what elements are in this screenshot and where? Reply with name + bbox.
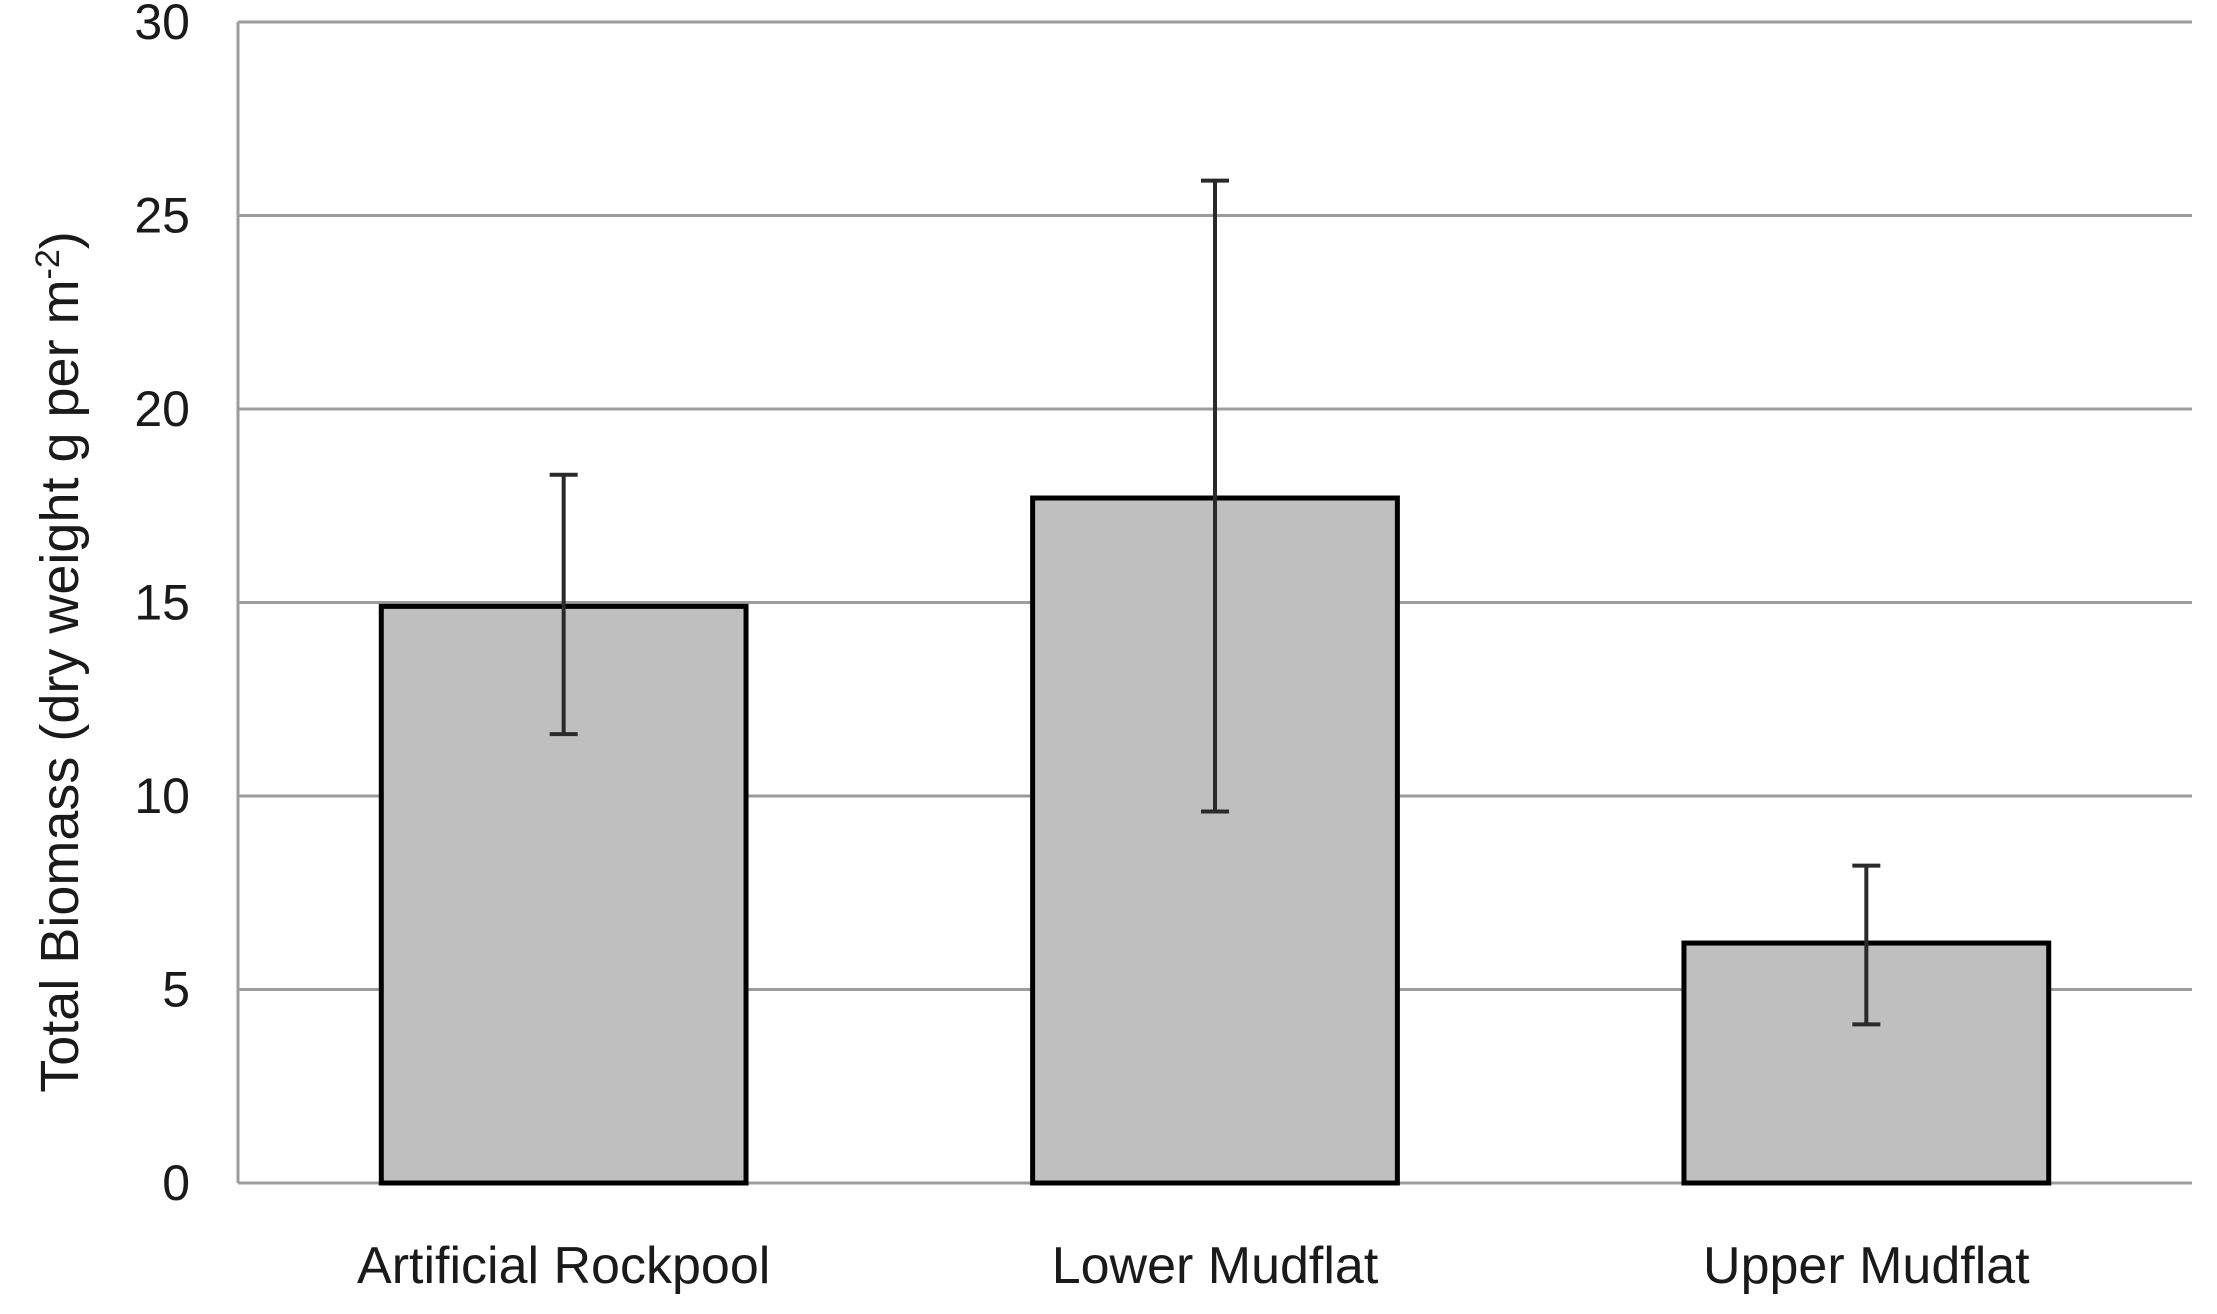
y-tick-label-10: 10 <box>134 768 190 824</box>
x-category-label-2: Upper Mudflat <box>1703 1237 2030 1295</box>
y-axis-title-superscript: -2 <box>29 249 67 279</box>
y-axis-title-main: Total Biomass (dry weight g per m <box>30 279 90 1092</box>
x-category-label-0: Artificial Rockpool <box>357 1237 770 1295</box>
y-tick-label-0: 0 <box>162 1155 190 1211</box>
y-axis-title-suffix: ) <box>30 231 90 249</box>
y-tick-label-15: 15 <box>134 575 190 631</box>
x-category-labels: Artificial Rockpool Lower Mudflat Upper Mu… <box>357 1237 2030 1295</box>
y-tick-label-20: 20 <box>134 381 190 437</box>
error-bars <box>549 178 1881 1027</box>
x-category-label-1: Lower Mudflat <box>1052 1237 1379 1295</box>
y-tick-label-30: 30 <box>134 0 190 50</box>
y-tick-labels: 0 5 10 15 20 25 30 <box>134 0 190 1211</box>
y-tick-label-25: 25 <box>134 188 190 244</box>
y-axis-title: Total Biomass (dry weight g per m-2) <box>29 231 90 1093</box>
y-tick-label-5: 5 <box>162 962 190 1018</box>
